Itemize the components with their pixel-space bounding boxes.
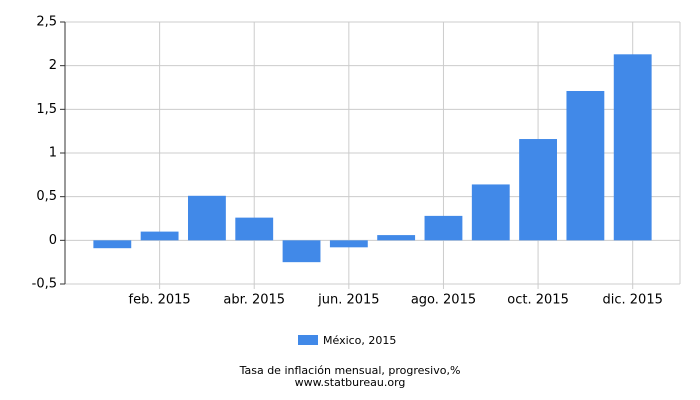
bar [140, 231, 179, 241]
bar [329, 240, 368, 248]
x-tick-label: ago. 2015 [411, 293, 476, 308]
legend-swatch [298, 335, 318, 345]
y-tick-label: 0,5 [36, 189, 57, 204]
bar [613, 54, 652, 241]
legend-label: México, 2015 [323, 334, 396, 347]
x-tick-label: abr. 2015 [223, 293, 285, 308]
bar [235, 217, 274, 241]
source: www.statbureau.org [295, 376, 406, 389]
bar [188, 195, 226, 241]
bar [424, 215, 463, 241]
y-tick-label: 1 [49, 146, 57, 161]
y-tick-label: -0,5 [32, 277, 57, 292]
bar [471, 184, 510, 241]
bar [566, 90, 605, 241]
x-tick-label: feb. 2015 [129, 293, 191, 308]
y-tick-label: 1,5 [36, 102, 57, 117]
y-tick-label: 2 [49, 58, 57, 73]
y-tick-label: 0 [49, 233, 57, 248]
chart-title: Tasa de inflación mensual, progresivo,% [239, 364, 461, 377]
bar [282, 240, 321, 263]
bar [519, 139, 557, 241]
y-tick-label: 2,5 [36, 15, 57, 30]
x-tick-label: dic. 2015 [603, 293, 663, 308]
x-tick-label: jun. 2015 [317, 293, 379, 308]
bar [377, 235, 416, 241]
bar [93, 240, 132, 249]
x-tick-label: oct. 2015 [507, 293, 569, 308]
